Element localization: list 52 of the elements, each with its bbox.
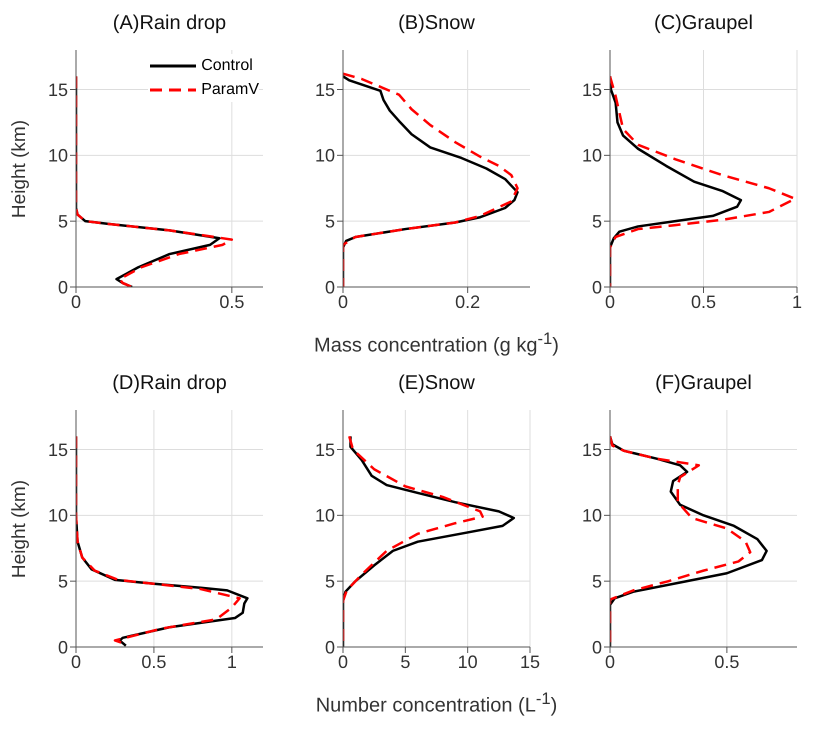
- x-axis-title: Number concentration (L$^{-1}$): [314, 689, 558, 718]
- x-tick-label: 0: [338, 652, 348, 672]
- y-tick-label: 15: [314, 440, 335, 460]
- chart-title: (B)Snow: [397, 11, 476, 36]
- legend-label: ParamV: [201, 81, 259, 99]
- x-tick-label: 0.2: [455, 292, 480, 312]
- y-tick-label: 10: [582, 146, 602, 166]
- y-tick-label: 10: [48, 506, 68, 526]
- x-tick-label: 10: [458, 652, 478, 672]
- y-tick-label: 10: [314, 146, 335, 166]
- y-tick-label: 5: [324, 572, 335, 592]
- x-tick-label: 0.5: [219, 292, 244, 312]
- y-axis-title: Height (km): [9, 479, 31, 578]
- y-tick-label: 5: [592, 572, 602, 592]
- y-tick-label: 5: [592, 212, 602, 232]
- chart-title: (A)Rain drop: [112, 11, 228, 36]
- x-tick-label: 0: [70, 292, 82, 312]
- y-tick-label: 15: [48, 80, 68, 100]
- chart-title: (C)Graupel: [653, 11, 754, 36]
- y-tick-label: 15: [582, 440, 602, 460]
- x-tick-label: 0.5: [714, 652, 740, 672]
- legend-label: Control: [201, 57, 253, 75]
- x-tick-label: 1: [792, 292, 802, 312]
- y-axis-title: Height (km): [9, 119, 31, 218]
- y-tick-label: 0: [324, 637, 335, 658]
- y-tick-label: 15: [314, 80, 335, 100]
- x-tick-label: 0: [338, 292, 348, 312]
- x-tick-label: 0.5: [141, 652, 166, 672]
- x-tick-label: 5: [400, 652, 410, 672]
- y-tick-label: 15: [582, 80, 602, 100]
- chart-title: (F)Graupel: [654, 371, 753, 396]
- y-tick-label: 5: [58, 572, 68, 592]
- y-tick-label: 0: [592, 277, 602, 298]
- x-tick-label: 15: [520, 652, 540, 672]
- y-tick-label: 0: [592, 637, 602, 658]
- chart-title: (D)Rain drop: [111, 371, 228, 396]
- y-tick-label: 0: [58, 637, 68, 658]
- y-tick-label: 10: [582, 506, 602, 526]
- x-tick-label: 0: [604, 292, 616, 312]
- y-tick-label: 0: [58, 277, 68, 298]
- y-tick-label: 10: [314, 506, 335, 526]
- x-tick-label: 1: [226, 652, 237, 672]
- x-axis-title: Mass concentration (g kg$^{-1}$): [313, 329, 560, 358]
- chart-title: (E)Snow: [397, 371, 476, 396]
- x-tick-label: 0: [604, 652, 616, 672]
- y-tick-label: 0: [324, 277, 335, 298]
- y-tick-label: 10: [48, 146, 68, 166]
- y-tick-label: 15: [48, 440, 68, 460]
- y-tick-label: 5: [58, 212, 68, 232]
- x-tick-label: 0.5: [690, 292, 716, 312]
- y-tick-label: 5: [324, 212, 335, 232]
- x-tick-label: 0: [70, 652, 82, 672]
